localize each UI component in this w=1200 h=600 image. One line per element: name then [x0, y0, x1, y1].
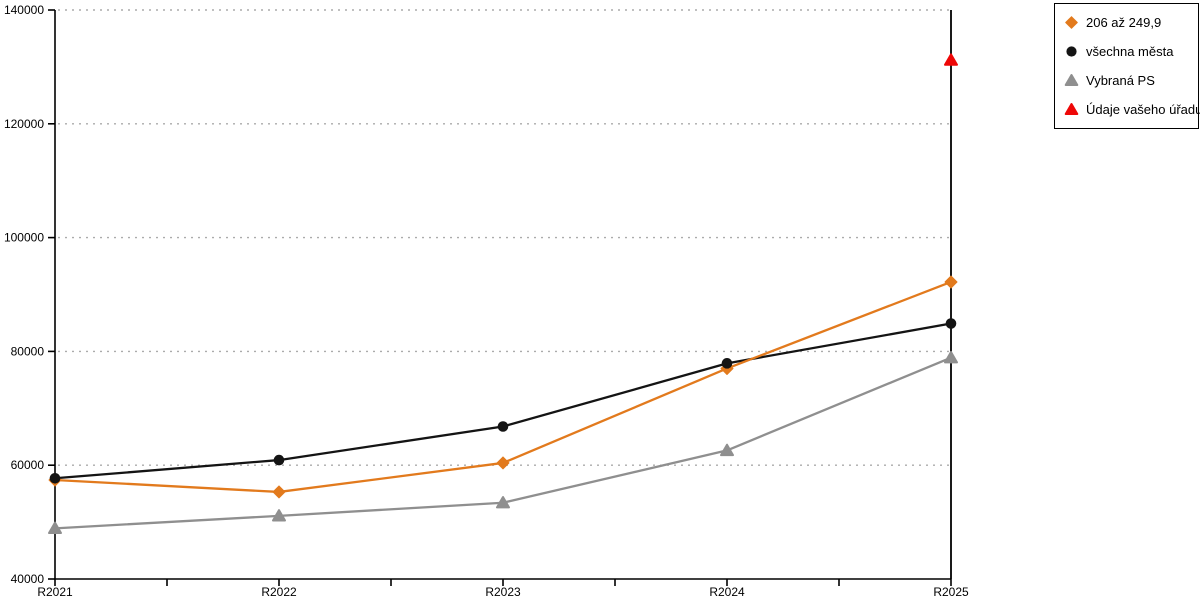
diamond-marker-icon [1064, 15, 1079, 30]
svg-text:R2024: R2024 [709, 585, 745, 599]
legend-item-vsechna-mesta: všechna města [1064, 37, 1196, 66]
svg-text:60000: 60000 [11, 458, 45, 472]
legend-label: Vybraná PS [1086, 73, 1155, 88]
svg-text:40000: 40000 [11, 572, 45, 586]
triangle-marker-icon [1064, 73, 1079, 88]
svg-text:120000: 120000 [4, 117, 44, 131]
svg-text:R2021: R2021 [37, 585, 73, 599]
legend-item-vybrana-ps: Vybraná PS [1064, 66, 1196, 95]
svg-text:R2025: R2025 [933, 585, 969, 599]
legend-item-udaje-vaseho-uradu: Údaje vašeho úřadu [1064, 95, 1200, 124]
legend-item-206-az-249: 206 až 249,9 [1064, 8, 1196, 37]
svg-text:80000: 80000 [11, 344, 45, 358]
svg-text:140000: 140000 [4, 3, 44, 17]
svg-text:R2022: R2022 [261, 585, 297, 599]
svg-text:R2023: R2023 [485, 585, 521, 599]
circle-marker-icon [1064, 44, 1079, 59]
legend-label: Údaje vašeho úřadu [1086, 102, 1200, 117]
svg-text:100000: 100000 [4, 231, 44, 245]
legend-label: 206 až 249,9 [1086, 15, 1162, 30]
red-triangle-marker-icon [1064, 102, 1079, 117]
chart-legend: 206 až 249,9 všechna města Vybraná PS Úd… [1054, 3, 1200, 129]
legend-label: všechna města [1086, 44, 1174, 59]
